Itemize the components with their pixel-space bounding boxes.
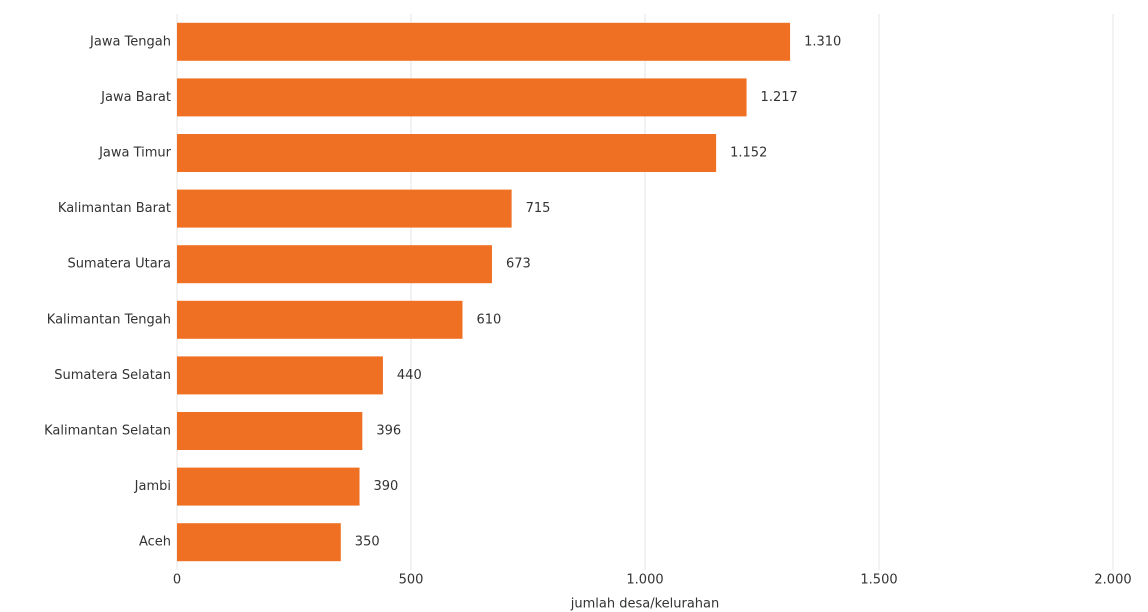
value-label: 715: [526, 201, 551, 216]
y-tick-label: Jambi: [134, 479, 171, 494]
value-label: 390: [374, 479, 399, 494]
x-tick-label: 500: [399, 573, 424, 588]
y-tick-label: Kalimantan Selatan: [44, 424, 171, 439]
y-tick-label: Aceh: [139, 535, 171, 550]
value-label: 1.310: [804, 34, 841, 49]
bar: [177, 523, 341, 561]
chart: jumlah desa/kelurahan 0 500 1.000 1.500 2.00…: [0, 0, 1148, 612]
bar: [177, 78, 747, 116]
bar: [177, 134, 716, 172]
y-tick-label: Jawa Timur: [98, 146, 172, 161]
value-label: 673: [506, 257, 531, 272]
bar: [177, 23, 790, 61]
value-label: 610: [476, 312, 501, 327]
x-tick-label: 2.000: [1094, 573, 1131, 588]
value-label: 1.217: [761, 90, 798, 105]
x-tick-label: 1.000: [626, 573, 663, 588]
value-label: 440: [397, 368, 422, 383]
x-axis-label: jumlah desa/kelurahan: [570, 597, 720, 612]
bar: [177, 356, 383, 394]
bar: [177, 412, 362, 450]
value-label: 396: [376, 424, 401, 439]
value-label: 350: [355, 535, 380, 550]
y-tick-label: Sumatera Selatan: [54, 368, 171, 383]
y-tick-label: Jawa Barat: [100, 90, 171, 105]
bar: [177, 190, 512, 228]
y-tick-label: Sumatera Utara: [67, 257, 171, 272]
y-tick-label: Kalimantan Barat: [58, 201, 171, 216]
bar: [177, 301, 462, 339]
bar: [177, 468, 360, 506]
x-tick-label: 0: [173, 573, 181, 588]
y-tick-label: Jawa Tengah: [89, 34, 171, 49]
value-label: 1.152: [730, 146, 767, 161]
y-tick-label: Kalimantan Tengah: [47, 312, 171, 327]
bar: [177, 245, 492, 283]
x-tick-label: 1.500: [860, 573, 897, 588]
